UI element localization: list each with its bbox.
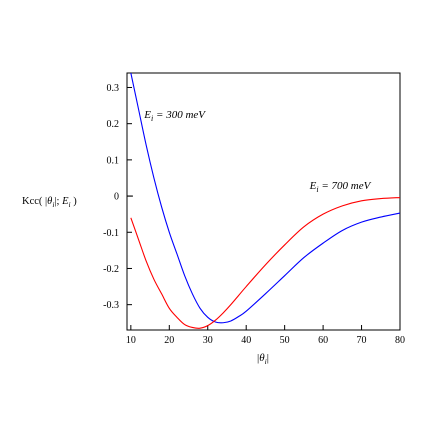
y-tick-label: -0.1 [103, 228, 119, 239]
x-tick-label: 60 [318, 335, 328, 346]
plot-frame [126, 72, 401, 331]
series-layer [130, 72, 401, 329]
x-axis-label: |θi| [257, 352, 269, 366]
y-axis-label-suffix: ) [71, 196, 78, 207]
y-axis: 0.3 0.2 0.1 0 -0.1 -0.2 -0.3 [103, 83, 132, 311]
y-tick-label: -0.2 [103, 264, 119, 275]
y-axis-label-e: E [61, 196, 69, 207]
x-tick-label: 10 [126, 335, 136, 346]
x-axis-label-bar-left: | [257, 352, 259, 364]
y-axis-label-sub2: i [68, 200, 70, 209]
x-tick-label: 20 [164, 335, 174, 346]
series-line-0 [130, 72, 401, 324]
annotation-layer: Ei = 300 meV Ei = 700 meV [143, 109, 371, 194]
x-axis-label-bar-right: | [267, 352, 269, 364]
y-axis-label-sub: i [52, 200, 54, 209]
x-tick-label: 40 [241, 335, 251, 346]
x-axis: 10 20 30 40 50 60 70 80 [126, 325, 405, 346]
x-tick-label: 80 [395, 335, 405, 346]
x-axis-label-theta: θ [259, 352, 265, 364]
y-axis-label: Kcc( |θi|; Ei ) [22, 196, 77, 209]
y-tick-label: -0.3 [103, 300, 119, 311]
series-annotation-1: Ei = 700 meV [309, 180, 372, 194]
series-annotation-0: Ei = 300 meV [143, 109, 206, 123]
y-tick-label: 0.3 [107, 83, 120, 94]
y-axis-label-theta: θ [47, 196, 52, 207]
x-tick-label: 70 [357, 335, 367, 346]
x-tick-label: 30 [203, 335, 213, 346]
y-tick-label: 0 [114, 192, 119, 203]
y-axis-label-prefix: Kcc( | [22, 196, 47, 207]
y-tick-label: 0.2 [107, 119, 120, 130]
y-tick-label: 0.1 [107, 155, 120, 166]
series-line-1 [130, 196, 401, 329]
x-axis-label-sub: i [265, 357, 267, 366]
x-tick-label: 50 [280, 335, 290, 346]
y-axis-label-mid: |; [54, 196, 62, 207]
